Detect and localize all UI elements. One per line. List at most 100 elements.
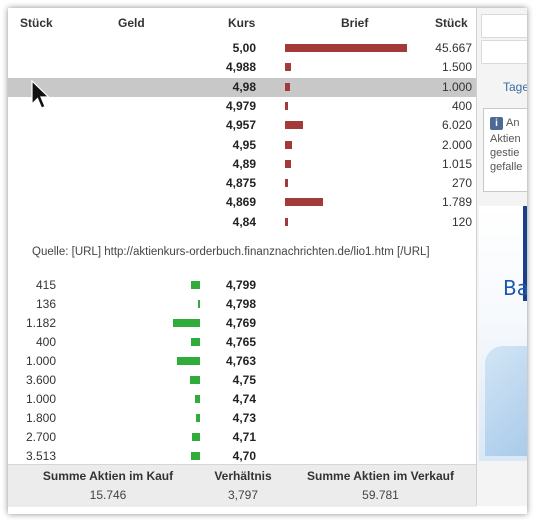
ask-kurs: 4,89: [232, 156, 256, 171]
bid-volume-bar: [173, 319, 200, 327]
bid-kurs: 4,763: [225, 354, 256, 368]
bid-kurs: 4,70: [232, 449, 256, 463]
bid-kurs: 4,798: [225, 297, 256, 311]
header-geld: Geld: [118, 16, 145, 30]
ask-stueck: 1.015: [441, 156, 472, 171]
bid-stueck: 3.600: [25, 373, 56, 387]
bid-volume-bar: [177, 357, 200, 365]
ask-volume-bar: [285, 121, 303, 130]
ask-kurs: 4,979: [225, 98, 256, 113]
sum-sell-value: 59.781: [362, 488, 399, 502]
ask-volume-bar: [285, 179, 288, 188]
info-line-3: gestie: [490, 147, 520, 159]
orderbook-panel: Stück Geld Kurs Brief Stück 5,00 45.667 4,…: [8, 8, 477, 507]
sidebar-box-2[interactable]: [481, 40, 527, 64]
bid-kurs: 4,73: [232, 411, 256, 425]
bid-row[interactable]: 3.600 4,75: [8, 371, 476, 390]
bid-row[interactable]: 136 4,798: [8, 295, 476, 314]
ask-row[interactable]: 4,98 1.000: [8, 77, 476, 97]
ask-kurs: 4,869: [225, 195, 256, 210]
ask-volume-bar: [285, 101, 288, 110]
bid-kurs: 4,75: [232, 373, 256, 387]
source-text: Quelle: [URL] http://aktienkurs-orderbuc…: [32, 246, 430, 258]
bid-row[interactable]: 1.000 4,74: [8, 390, 476, 409]
mouse-cursor-icon: [31, 80, 50, 109]
info-line-4: gefalle: [490, 161, 523, 173]
bid-volume-bar: [192, 433, 200, 441]
ask-stueck: 6.020: [441, 118, 472, 133]
bid-volume-bar: [191, 452, 200, 460]
header-kurs: Kurs: [228, 16, 256, 30]
ask-volume-bar: [285, 159, 291, 168]
ask-stueck: 1.000: [441, 79, 472, 94]
header-stueck-left: Stück: [20, 16, 53, 30]
ask-kurs: 4,95: [232, 137, 256, 152]
bid-stueck: 3.513: [25, 449, 56, 463]
ask-stueck: 2.000: [441, 137, 472, 152]
bid-row[interactable]: 3.513 4,70: [8, 447, 476, 466]
ask-kurs: 4,988: [225, 60, 256, 75]
ask-kurs: 4,84: [232, 214, 256, 229]
sum-buy-value: 15.746: [89, 488, 127, 502]
bid-stueck: 415: [35, 278, 56, 292]
bid-row[interactable]: 1.182 4,769: [8, 314, 476, 333]
bid-kurs: 4,71: [232, 430, 256, 444]
tage-tab[interactable]: Tage: [503, 80, 527, 94]
ask-volume-bar: [285, 198, 323, 207]
bid-volume-bar: [190, 376, 200, 384]
right-sidebar: Tage i An Aktien gestie gefalle Ba: [477, 8, 527, 506]
info-line-1: An: [506, 117, 520, 129]
ask-row[interactable]: 4,957 6.020: [8, 116, 476, 135]
ask-volume-bar: [285, 217, 288, 226]
ask-row[interactable]: 4,875 270: [8, 174, 476, 193]
ask-row[interactable]: 5,00 45.667: [8, 39, 476, 58]
ask-row[interactable]: 4,95 2.000: [8, 136, 476, 155]
ask-row[interactable]: 4,979 400: [8, 97, 476, 116]
ask-row[interactable]: 4,84 120: [8, 213, 476, 232]
ask-stueck: 270: [451, 176, 472, 191]
ask-stueck: 120: [451, 214, 472, 229]
sum-buy-label: Summe Aktien im Kauf: [42, 469, 174, 483]
info-icon: i: [490, 117, 503, 130]
bid-stueck: 400: [35, 335, 56, 349]
ask-kurs: 4,957: [225, 118, 256, 133]
ask-stueck: 400: [451, 98, 472, 113]
bid-row[interactable]: 2.700 4,71: [8, 428, 476, 447]
bid-volume-bar: [195, 395, 200, 403]
sum-sell-label: Summe Aktien im Verkauf: [307, 469, 454, 483]
bid-kurs: 4,765: [225, 335, 256, 349]
ask-volume-bar: [285, 63, 291, 72]
ratio-label: Verhältnis: [214, 469, 272, 483]
ad-accent-bar: [523, 206, 527, 301]
bid-volume-bar: [196, 414, 200, 422]
ask-row[interactable]: 4,988 1.500: [8, 58, 476, 77]
ask-volume-bar: [285, 44, 407, 52]
bid-stueck: 1.000: [25, 354, 56, 368]
ask-stueck: 1.789: [441, 195, 472, 210]
sidebar-box-1[interactable]: [481, 14, 527, 38]
ask-kurs: 4,98: [232, 79, 256, 94]
ask-row[interactable]: 4,89 1.015: [8, 155, 476, 174]
bid-row[interactable]: 415 4,799: [8, 276, 476, 295]
info-box: i An Aktien gestie gefalle: [483, 108, 527, 192]
ratio-value: 3,797: [227, 488, 259, 502]
advertisement[interactable]: Ba: [479, 206, 527, 461]
header-stueck-right: Stück: [435, 16, 468, 30]
ask-volume-bar: [285, 140, 292, 149]
bid-kurs: 4,74: [232, 392, 256, 406]
orderbook-window: Stück Geld Kurs Brief Stück 5,00 45.667 4,…: [8, 8, 527, 514]
bid-stueck: 1.000: [25, 392, 56, 406]
ask-kurs: 4,875: [225, 176, 256, 191]
bid-kurs: 4,769: [225, 316, 256, 330]
ask-volume-bar: [285, 82, 290, 91]
bid-row[interactable]: 400 4,765: [8, 333, 476, 352]
bid-row[interactable]: 1.800 4,73: [8, 409, 476, 428]
ad-text: Ba: [503, 276, 527, 300]
summary-footer: Summe Aktien im Kauf Verhältnis Summe Ak…: [8, 464, 476, 507]
ask-row[interactable]: 4,869 1.789: [8, 193, 476, 212]
bid-volume-bar: [198, 300, 200, 308]
bid-stueck: 2.700: [25, 430, 56, 444]
header-brief: Brief: [341, 16, 369, 30]
ask-stueck: 45.667: [435, 41, 472, 55]
bid-row[interactable]: 1.000 4,763: [8, 352, 476, 371]
